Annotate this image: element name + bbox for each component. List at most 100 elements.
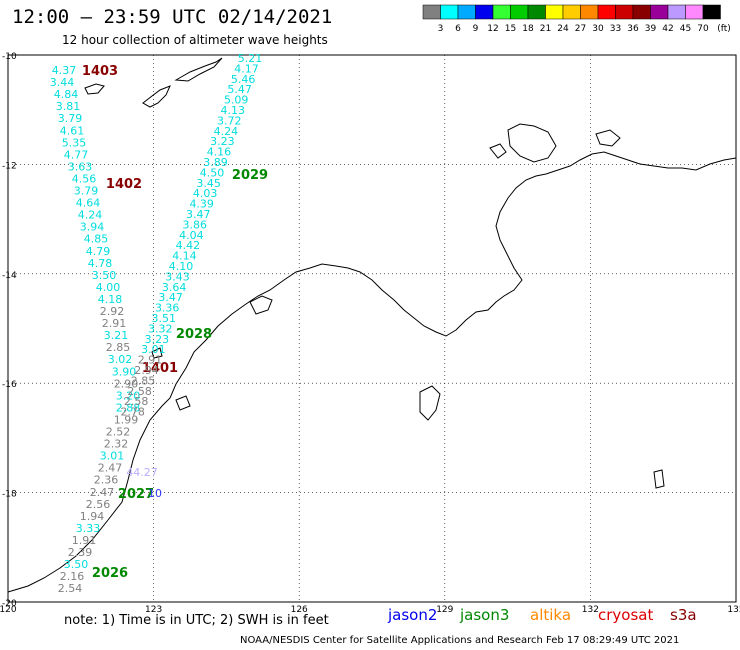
axis-labels: 120 123 126 129 132 135 -10 -12 -14 -16 -18 -20 bbox=[0, 52, 740, 615]
pass-id-label: 1402 bbox=[106, 177, 142, 192]
wave-height-value: 5.35 bbox=[62, 136, 87, 149]
wave-height-value: 3.51 bbox=[152, 312, 177, 325]
wave-height-value: 5.46 bbox=[231, 73, 256, 86]
colorbar-tick-label: 24 bbox=[557, 24, 569, 34]
wave-height-value: 5.21 bbox=[238, 52, 263, 65]
colorbar-swatch bbox=[685, 4, 704, 20]
lon-label: 123 bbox=[145, 605, 162, 615]
wave-height-value: 3.72 bbox=[217, 114, 242, 127]
pass-id-label: 1401 bbox=[142, 361, 178, 376]
colorbar-swatch bbox=[440, 4, 459, 20]
satellite-altika: altika bbox=[530, 606, 572, 624]
colorbar-tick-label: 36 bbox=[627, 24, 639, 34]
wave-height-value: 2.32 bbox=[104, 438, 129, 451]
wave-height-value: 2.94 bbox=[134, 364, 159, 377]
wave-height-value: 3.94 bbox=[80, 221, 105, 234]
lon-label: 132 bbox=[582, 605, 599, 615]
wave-height-value: 2.47 bbox=[90, 486, 115, 499]
island-coast bbox=[151, 347, 163, 359]
lat-label: -12 bbox=[2, 161, 17, 171]
wave-height-value: 4.00 bbox=[96, 281, 121, 294]
wave-height-value: 3.44 bbox=[50, 76, 75, 89]
wave-height-value: 3.63 bbox=[68, 160, 93, 173]
wave-height-value: 2.92 bbox=[100, 305, 125, 318]
pass-id-label: 2026 bbox=[92, 566, 128, 581]
wave-height-value: 5.09 bbox=[224, 94, 249, 107]
colorbar-tick-label: 42 bbox=[662, 24, 673, 34]
colorbar-tick-label: 9 bbox=[473, 24, 479, 34]
lat-label: -16 bbox=[2, 380, 17, 390]
mainland-coast bbox=[7, 519, 109, 593]
lon-label: 120 bbox=[0, 605, 17, 615]
colorbar: 3 6 9 12 15 18 21 24 27 30 33 36 39 42 45 70 (ft) bbox=[422, 4, 731, 34]
wave-height-value: 2.78 bbox=[120, 406, 145, 419]
island-coast bbox=[653, 469, 665, 489]
wave-height-value: 3.33 bbox=[76, 522, 101, 535]
credit-line: NOAA/NESDIS Center for Satellite Applica… bbox=[240, 635, 680, 646]
colorbar-tick-label: 18 bbox=[522, 24, 534, 34]
wave-height-value: 3.79 bbox=[58, 112, 83, 125]
wave-height-value: 2.91 bbox=[102, 317, 127, 330]
page-subtitle: 12 hour collection of altimeter wave hei… bbox=[62, 33, 328, 47]
wave-height-value: 2.56 bbox=[86, 498, 111, 511]
colorbar-swatch bbox=[702, 4, 721, 20]
extra-value: 44.27 bbox=[126, 466, 158, 479]
east-track: 5.214.175.465.475.094.133.724.243.234.16… bbox=[120, 52, 262, 419]
colorbar-swatch bbox=[562, 4, 581, 20]
wave-height-value: 3.89 bbox=[203, 156, 228, 169]
wave-height-value: 4.77 bbox=[64, 148, 89, 161]
wave-height-value: 2.54 bbox=[58, 582, 83, 595]
wave-height-value: 4.10 bbox=[169, 260, 194, 273]
satellite-s3a: s3a bbox=[670, 606, 697, 624]
wave-height-value: 4.37 bbox=[52, 64, 77, 77]
island-coast bbox=[595, 129, 621, 147]
wave-height-value: 4.14 bbox=[172, 250, 197, 263]
wave-height-value: 2.58 bbox=[127, 385, 152, 398]
colorbar-swatch bbox=[492, 4, 511, 20]
island-coast bbox=[507, 123, 557, 163]
wave-height-value: 4.39 bbox=[189, 198, 214, 211]
wave-height-value: 4.03 bbox=[193, 187, 218, 200]
lon-label: 135 bbox=[727, 605, 740, 615]
wave-height-value: 2.39 bbox=[68, 546, 93, 559]
graticule bbox=[8, 55, 736, 602]
wave-height-value: 3.81 bbox=[56, 100, 81, 113]
island-coast bbox=[142, 85, 171, 108]
island-coast bbox=[489, 143, 507, 159]
wave-height-value: 2.88 bbox=[116, 401, 141, 414]
wave-height-value: 4.17 bbox=[234, 62, 259, 75]
lon-label: 126 bbox=[291, 605, 308, 615]
wave-height-value: 3.47 bbox=[186, 208, 211, 221]
colorbar-swatch bbox=[457, 4, 476, 20]
pass-id-label: 1403 bbox=[82, 64, 118, 79]
satellite-cryosat: cryosat bbox=[598, 606, 654, 624]
wave-height-value: 3.45 bbox=[196, 177, 221, 190]
wave-height-value: 3.01 bbox=[141, 343, 166, 356]
colorbar-swatch bbox=[475, 4, 494, 20]
wave-height-value: 3.02 bbox=[108, 353, 133, 366]
mainland-coast bbox=[107, 151, 737, 521]
colorbar-swatch bbox=[667, 4, 686, 20]
satellite-jason3: jason3 bbox=[460, 606, 510, 624]
wave-height-value: 2.91 bbox=[138, 354, 163, 367]
wave-height-value: 3.23 bbox=[210, 135, 235, 148]
colorbar-swatch bbox=[615, 4, 634, 20]
island-coast bbox=[174, 57, 223, 82]
island-coast bbox=[419, 385, 441, 421]
wave-height-value: 4.42 bbox=[176, 239, 201, 252]
island-coast bbox=[84, 83, 105, 95]
colorbar-tick-label: 70 bbox=[697, 24, 709, 34]
extra-values: 44.27 10 bbox=[126, 466, 162, 500]
satellite-jason2: jason2 bbox=[388, 606, 438, 624]
wave-height-value: 4.04 bbox=[179, 229, 204, 242]
wave-height-value: 3.20 bbox=[116, 389, 141, 402]
pass-id-label: 2029 bbox=[232, 168, 268, 183]
wave-height-value: 3.47 bbox=[158, 291, 183, 304]
wave-height-value: 4.24 bbox=[78, 209, 103, 222]
colorbar-tick-label: 33 bbox=[610, 24, 621, 34]
colorbar-swatch bbox=[510, 4, 529, 20]
wave-height-value: 3.32 bbox=[148, 322, 173, 335]
colorbar-swatch bbox=[650, 4, 669, 20]
wave-height-value: 1.94 bbox=[80, 510, 105, 523]
